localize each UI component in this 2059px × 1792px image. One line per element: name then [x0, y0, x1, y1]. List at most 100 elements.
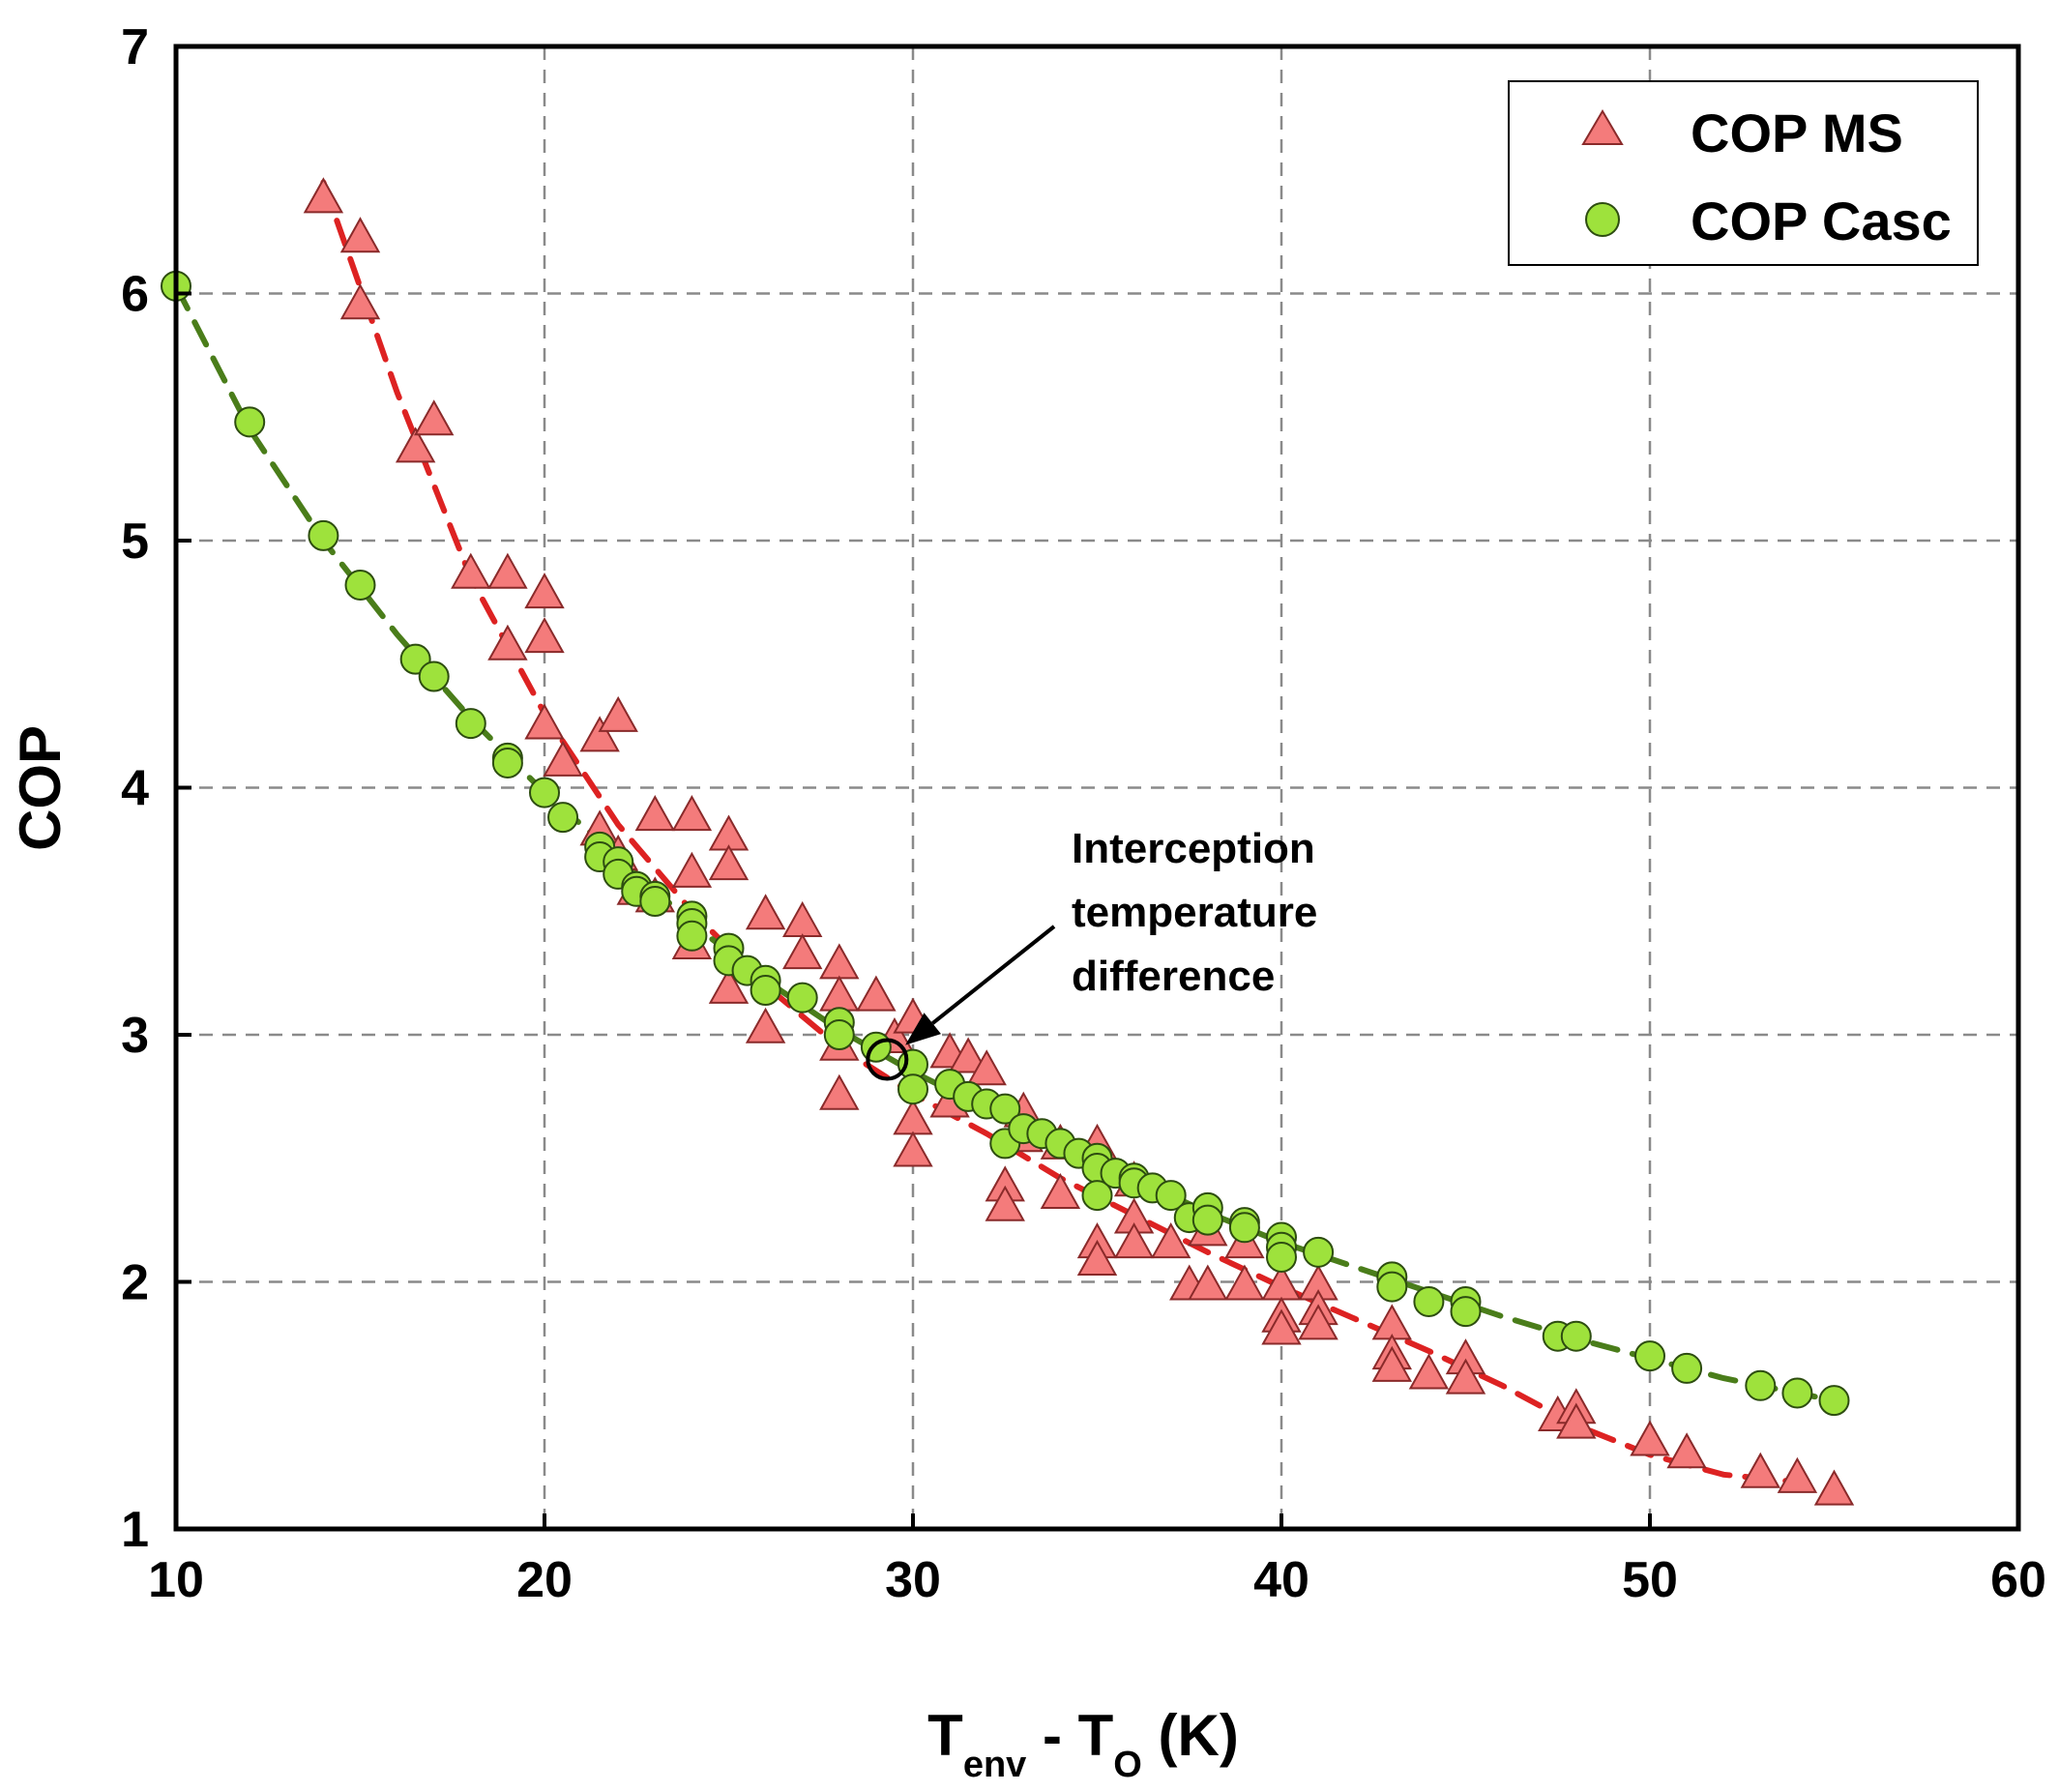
- y-tick-label: 3: [121, 1008, 149, 1064]
- point-cop-ms: [524, 573, 565, 609]
- y-tick-label: 5: [121, 514, 149, 570]
- point-cop-casc: [1413, 1285, 1445, 1317]
- legend-marker-cop-casc: [1585, 202, 1620, 237]
- point-cop-casc: [455, 708, 486, 740]
- point-cop-ms: [671, 851, 713, 888]
- legend-label-cop-ms: COP MS: [1691, 103, 1903, 163]
- annotation-line-2: temperature: [1072, 889, 1317, 936]
- x-tick-label: 40: [1253, 1552, 1309, 1608]
- legend-marker-cop-ms: [1581, 109, 1624, 145]
- point-cop-ms: [1813, 1469, 1855, 1506]
- point-cop-casc: [897, 1073, 928, 1105]
- point-cop-casc: [1303, 1236, 1335, 1268]
- point-cop-casc: [639, 886, 671, 918]
- x-axis-title-main: T: [927, 1703, 963, 1768]
- point-cop-ms: [745, 1007, 786, 1043]
- point-cop-casc: [823, 1019, 855, 1050]
- point-cop-ms: [1040, 1172, 1081, 1209]
- point-cop-ms: [579, 716, 620, 752]
- point-cop-ms: [524, 703, 565, 740]
- point-cop-ms: [985, 1185, 1025, 1221]
- point-cop-ms: [339, 283, 381, 320]
- point-cop-casc: [1228, 1212, 1260, 1244]
- point-cop-ms: [708, 844, 750, 881]
- point-cop-ms: [303, 177, 344, 214]
- y-tick-label: 6: [121, 267, 149, 323]
- x-axis-title-mid: - T: [1026, 1703, 1113, 1768]
- x-tick-label: 10: [148, 1552, 204, 1608]
- point-cop-ms: [543, 740, 583, 777]
- point-cop-casc: [1634, 1340, 1665, 1372]
- data-points: [161, 177, 1855, 1506]
- point-cop-ms: [487, 552, 528, 589]
- point-cop-casc: [860, 1031, 892, 1063]
- point-cop-ms: [1630, 1420, 1670, 1456]
- interception-arrow: [931, 925, 1056, 1025]
- point-cop-ms: [708, 967, 750, 1004]
- point-cop-ms: [339, 217, 381, 253]
- point-cop-ms: [1408, 1353, 1450, 1390]
- point-cop-ms: [966, 1049, 1007, 1086]
- y-axis-title: COP: [8, 725, 73, 851]
- point-cop-casc: [1781, 1377, 1813, 1409]
- point-cop-ms: [1445, 1358, 1486, 1395]
- point-cop-casc: [1818, 1385, 1850, 1417]
- point-cop-ms: [1150, 1222, 1191, 1259]
- legend-box: [1508, 80, 1979, 266]
- annotation-line-1: Interception: [1072, 825, 1315, 872]
- legend: COP MS COP Casc: [1508, 80, 1979, 266]
- point-cop-casc: [418, 661, 450, 692]
- point-cop-ms: [1371, 1345, 1413, 1382]
- y-tick-label: 2: [121, 1255, 149, 1311]
- point-cop-ms: [856, 975, 897, 1012]
- point-cop-ms: [1261, 1308, 1302, 1345]
- x-axis-title-sub1: env: [963, 1745, 1026, 1785]
- point-cop-casc: [529, 777, 560, 808]
- point-cop-casc: [234, 406, 266, 438]
- point-cop-ms: [1224, 1264, 1265, 1301]
- annotation-line-3: difference: [1072, 953, 1275, 1000]
- point-cop-ms: [634, 795, 676, 832]
- point-cop-casc: [1376, 1271, 1408, 1303]
- point-cop-casc: [491, 747, 523, 778]
- point-cop-casc: [1560, 1320, 1592, 1352]
- point-cop-ms: [451, 552, 491, 589]
- point-cop-casc: [750, 975, 781, 1007]
- x-tick-label: 60: [1990, 1552, 2046, 1608]
- point-cop-casc: [989, 1093, 1021, 1125]
- point-cop-casc: [1191, 1204, 1223, 1236]
- x-tick-label: 30: [885, 1552, 941, 1608]
- x-axis-title-sub2: O: [1113, 1745, 1142, 1785]
- point-cop-ms: [1298, 1304, 1338, 1340]
- point-cop-ms: [948, 1037, 988, 1073]
- point-cop-ms: [598, 695, 638, 732]
- point-cop-ms: [819, 1073, 860, 1110]
- y-tick-label: 7: [121, 19, 149, 75]
- point-cop-casc: [1081, 1180, 1113, 1212]
- x-axis-title: Tenv - TO (K): [927, 1703, 1239, 1785]
- point-cop-casc: [1155, 1180, 1187, 1212]
- point-cop-ms: [893, 1131, 933, 1167]
- point-cop-casc: [1266, 1241, 1297, 1273]
- point-cop-ms: [1076, 1239, 1118, 1276]
- point-cop-casc: [547, 802, 579, 834]
- point-cop-casc: [1745, 1369, 1777, 1401]
- interception-annotation: Interception temperature difference: [866, 825, 1317, 1081]
- point-cop-ms: [745, 894, 786, 930]
- legend-label-cop-casc: COP Casc: [1691, 191, 1952, 251]
- point-cop-ms: [487, 624, 528, 661]
- interception-arrowhead: [905, 1013, 941, 1045]
- x-tick-label: 50: [1622, 1552, 1678, 1608]
- point-cop-ms: [1188, 1264, 1228, 1301]
- point-cop-casc: [344, 569, 376, 601]
- point-cop-ms: [1740, 1452, 1781, 1488]
- point-cop-ms: [781, 933, 823, 970]
- point-cop-ms: [1666, 1432, 1707, 1469]
- y-tick-label: 4: [121, 761, 149, 817]
- x-axis-title-tail: (K): [1142, 1703, 1239, 1768]
- point-cop-ms: [1556, 1402, 1597, 1439]
- point-cop-casc: [786, 982, 818, 1014]
- point-cop-ms: [395, 426, 436, 463]
